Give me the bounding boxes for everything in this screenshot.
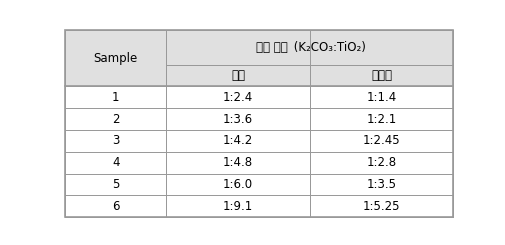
- Bar: [166, 152, 309, 173]
- Bar: [309, 195, 452, 217]
- Text: (K₂CO₃:TiO₂): (K₂CO₃:TiO₂): [289, 41, 365, 54]
- Bar: [166, 173, 309, 195]
- Text: 1:2.1: 1:2.1: [366, 112, 396, 125]
- Text: 1:5.25: 1:5.25: [362, 200, 399, 213]
- Text: 5: 5: [112, 178, 119, 191]
- Bar: [166, 108, 309, 130]
- Text: 3: 3: [112, 134, 119, 147]
- Text: 1:3.6: 1:3.6: [223, 112, 252, 125]
- Bar: [166, 86, 309, 108]
- Text: 1:6.0: 1:6.0: [223, 178, 252, 191]
- Bar: [65, 30, 166, 86]
- Bar: [65, 152, 166, 173]
- Bar: [166, 130, 309, 152]
- Bar: [309, 152, 452, 173]
- Text: 1:2.45: 1:2.45: [362, 134, 399, 147]
- Text: 1:4.8: 1:4.8: [223, 156, 252, 169]
- Text: 무게비: 무게비: [370, 69, 391, 82]
- Text: 1:1.4: 1:1.4: [366, 91, 396, 104]
- Text: 몰비: 몰비: [230, 69, 244, 82]
- Bar: [65, 86, 166, 108]
- Text: 4: 4: [112, 156, 119, 169]
- Text: 2: 2: [112, 112, 119, 125]
- Bar: [65, 173, 166, 195]
- Bar: [309, 173, 452, 195]
- Bar: [166, 65, 309, 86]
- Text: 1:2.4: 1:2.4: [222, 91, 252, 104]
- Text: 원료 조성: 원료 조성: [256, 41, 288, 54]
- Bar: [65, 130, 166, 152]
- Bar: [166, 30, 452, 65]
- Text: 1: 1: [112, 91, 119, 104]
- Bar: [309, 130, 452, 152]
- Bar: [166, 195, 309, 217]
- Bar: [65, 108, 166, 130]
- Text: 1:2.8: 1:2.8: [366, 156, 396, 169]
- Text: 1:9.1: 1:9.1: [222, 200, 252, 213]
- Text: Sample: Sample: [93, 52, 137, 65]
- Text: 1:4.2: 1:4.2: [222, 134, 252, 147]
- Bar: [309, 86, 452, 108]
- Text: 1:3.5: 1:3.5: [366, 178, 396, 191]
- Bar: [309, 108, 452, 130]
- Bar: [309, 65, 452, 86]
- Text: 6: 6: [112, 200, 119, 213]
- Bar: [65, 195, 166, 217]
